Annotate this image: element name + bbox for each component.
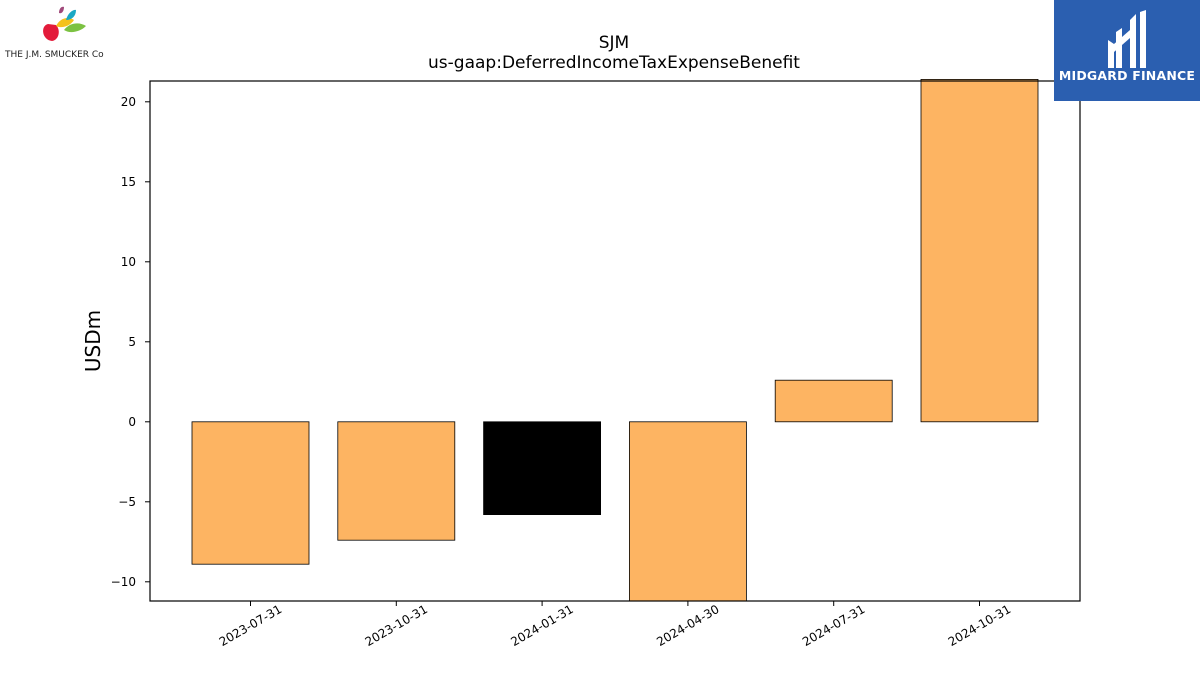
y-tick-label: 20	[121, 95, 136, 109]
midgard-finance-logo: MIDGARD FINANCE	[1054, 0, 1200, 101]
midgard-logo-text: MIDGARD FINANCE	[1058, 68, 1196, 83]
bar-2024-04-30	[629, 421, 747, 602]
x-tick-label: 2024-10-31	[946, 602, 1013, 649]
x-tick-label: 2023-07-31	[217, 602, 284, 649]
y-axis-label: USDm	[81, 310, 105, 372]
y-tick-label: 0	[128, 415, 136, 429]
y-tick-label: 10	[121, 255, 136, 269]
bar-2024-10-31	[920, 79, 1039, 423]
y-tick-label: −5	[118, 495, 136, 509]
smucker-logo-text: THE J.M. SMUCKER Co	[5, 50, 104, 60]
plot-frame	[149, 80, 1081, 602]
y-tick-label: 15	[121, 175, 136, 189]
bar-2023-07-31	[191, 421, 310, 565]
smucker-logo: THE J.M. SMUCKER Co	[4, 4, 124, 64]
x-tick-label: 2024-04-30	[654, 602, 721, 649]
y-tick-label: 5	[128, 335, 136, 349]
chart-subtitle: us-gaap:DeferredIncomeTaxExpenseBenefit	[428, 53, 800, 73]
chart-title: SJM	[599, 33, 629, 53]
x-tick-label: 2023-10-31	[363, 602, 430, 649]
midgard-mark-icon	[1108, 10, 1146, 68]
x-tick-label: 2024-07-31	[800, 602, 867, 649]
bar-2024-07-31	[774, 379, 893, 423]
bar-2023-10-31	[337, 421, 456, 541]
x-tick-label: 2024-01-31	[508, 602, 575, 649]
smucker-fruit-icon	[43, 6, 86, 41]
bar-2024-01-31	[483, 421, 602, 515]
y-tick-label: −10	[111, 575, 136, 589]
